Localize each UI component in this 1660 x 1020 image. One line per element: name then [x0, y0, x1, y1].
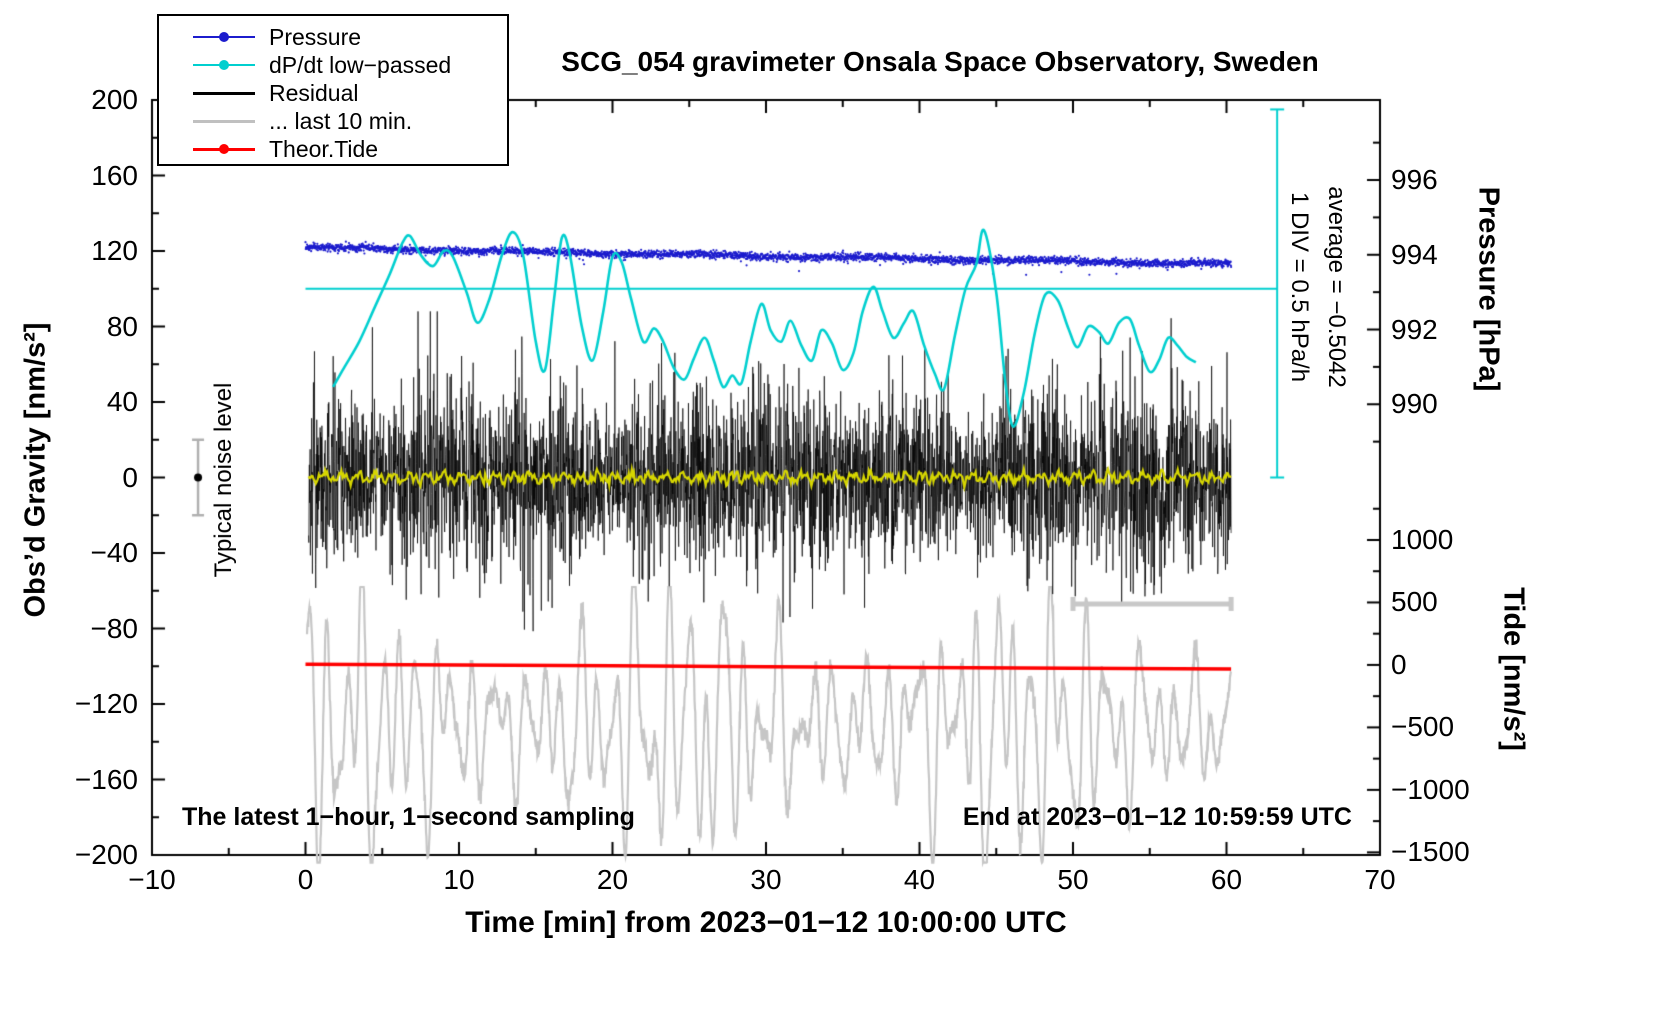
x-tick-label: 20	[596, 864, 629, 895]
gravity-tick-label: 0	[122, 461, 138, 493]
gravity-tick-label: −40	[90, 537, 139, 568]
legend-label: dP/dt low−passed	[269, 51, 452, 78]
legend-line-sample	[193, 107, 255, 135]
sampling-note: The latest 1−hour, 1−second sampling	[182, 803, 635, 831]
legend-item: Residual	[193, 79, 507, 107]
legend-dot-line-sample	[193, 51, 255, 79]
gravity-tick-label: −160	[74, 763, 138, 795]
div-scale-label: 1 DIV = 0.5 hPa/h	[1286, 191, 1313, 383]
legend: Pressure dP/dt low−passed Residual... last…	[157, 14, 509, 166]
chart-title: SCG_054 gravimeter Onsala Space Observat…	[561, 46, 1319, 77]
x-tick-label: 0	[297, 864, 314, 895]
x-tick-label: 30	[750, 864, 782, 895]
gravity-tick-label: 120	[91, 235, 138, 266]
noise-level-label: Typical noise level	[210, 382, 237, 578]
gravity-tick-label: −120	[74, 688, 138, 719]
legend-label: ... last 10 min.	[269, 107, 413, 134]
pressure-tick-label: 990	[1391, 388, 1438, 420]
legend-label: Theor.Tide	[269, 135, 379, 162]
gravity-tick-label: −200	[74, 839, 138, 870]
legend-item: Pressure	[193, 23, 507, 51]
gravity-tick-label: 200	[91, 84, 138, 115]
y-axis-label-tide: Tide [nm/s²]	[1497, 587, 1530, 751]
legend-dot-line-sample	[193, 135, 255, 163]
x-tick-label: 60	[1210, 864, 1243, 895]
legend-line-sample	[193, 79, 255, 107]
end-note: End at 2023−01−12 10:59:59 UTC	[962, 803, 1352, 831]
legend-dot-line-sample	[193, 23, 255, 51]
tide-tick-label: −1000	[1391, 773, 1470, 805]
tide-tick-label: −1500	[1391, 836, 1470, 868]
y-axis-label-pressure: Pressure [hPa]	[1472, 186, 1505, 392]
tide-tick-label: 0	[1391, 648, 1407, 680]
gravity-tick-label: 80	[106, 310, 138, 342]
pressure-tick-label: 994	[1391, 238, 1438, 270]
tide-tick-label: −500	[1391, 711, 1455, 743]
legend-item: dP/dt low−passed	[193, 51, 507, 79]
tide-tick-label: 500	[1391, 586, 1438, 618]
gravity-tick-label: 160	[91, 159, 138, 191]
tide-tick-label: 1000	[1391, 523, 1454, 555]
legend-label: Pressure	[269, 23, 362, 50]
x-tick-label: 70	[1364, 864, 1396, 895]
average-label: average = −0.5042	[1323, 186, 1350, 388]
pressure-tick-label: 996	[1391, 164, 1438, 196]
x-axis-label: Time [min] from 2023−01−12 10:00:00 UTC	[465, 906, 1067, 939]
gravity-tick-label: 40	[106, 386, 138, 417]
legend-item: Theor.Tide	[193, 135, 507, 163]
gravity-tick-label: −80	[90, 612, 139, 644]
legend-item: ... last 10 min.	[193, 107, 507, 135]
x-tick-label: 50	[1057, 864, 1089, 895]
x-tick-label: 10	[443, 864, 475, 895]
legend-label: Residual	[269, 79, 359, 106]
x-tick-label: 40	[903, 864, 936, 895]
x-tick-label: −10	[128, 864, 176, 895]
pressure-tick-label: 992	[1391, 313, 1438, 345]
